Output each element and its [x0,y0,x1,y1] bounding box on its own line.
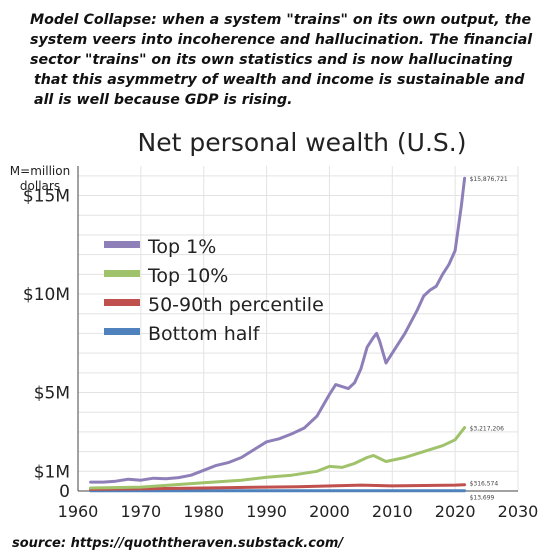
x-tick-label: 1960 [58,502,99,521]
legend-swatch [104,299,140,306]
unit-label: dollars [20,179,60,193]
x-tick-label: 1970 [120,502,161,521]
x-tick-label: 1990 [246,502,287,521]
legend-label: 50-90th percentile [148,294,324,316]
wealth-chart: Net personal wealth (U.S.) M=milliondolla… [10,128,539,521]
x-tick-label: 2000 [309,502,350,521]
chart-title: Net personal wealth (U.S.) [138,128,467,157]
y-tick-label: 0 [59,482,70,502]
end-value-label: $15,876,721 [470,176,508,183]
end-value-label: $13,699 [470,495,495,502]
legend-swatch [104,270,140,277]
y-tick-label: $10M [23,285,70,305]
unit-label: M=million [10,164,70,178]
caption-line: sector "trains" on its own statistics an… [30,52,513,68]
x-tick-label: 1980 [183,502,224,521]
x-tick-label: 2030 [498,502,539,521]
y-tick-label: $1M [34,462,70,482]
x-tick-label: 2010 [372,502,413,521]
caption-line: all is well because GDP is rising. [34,92,293,108]
legend-swatch [104,241,140,248]
legend-swatch [104,328,140,335]
series-line [89,426,467,490]
end-value-label: $316,574 [470,481,499,488]
legend-label: Top 1% [147,236,216,258]
x-tick-label: 2020 [435,502,476,521]
end-value-label: $3,217,206 [470,426,505,433]
y-tick-label: $15M [23,187,70,207]
source-credit: source: https://quoththeraven.substack.c… [12,536,344,551]
caption-line: Model Collapse: when a system "trains" o… [30,12,532,28]
legend-label: Bottom half [148,323,261,345]
legend-label: Top 10% [147,265,228,287]
series-line [89,483,467,491]
caption-line: that this asymmetry of wealth and income… [34,72,525,88]
series-line [89,176,467,484]
caption-line: system veers into incoherence and halluc… [30,32,533,48]
caption: Model Collapse: when a system "trains" o… [30,10,535,110]
y-tick-label: $5M [34,384,70,404]
